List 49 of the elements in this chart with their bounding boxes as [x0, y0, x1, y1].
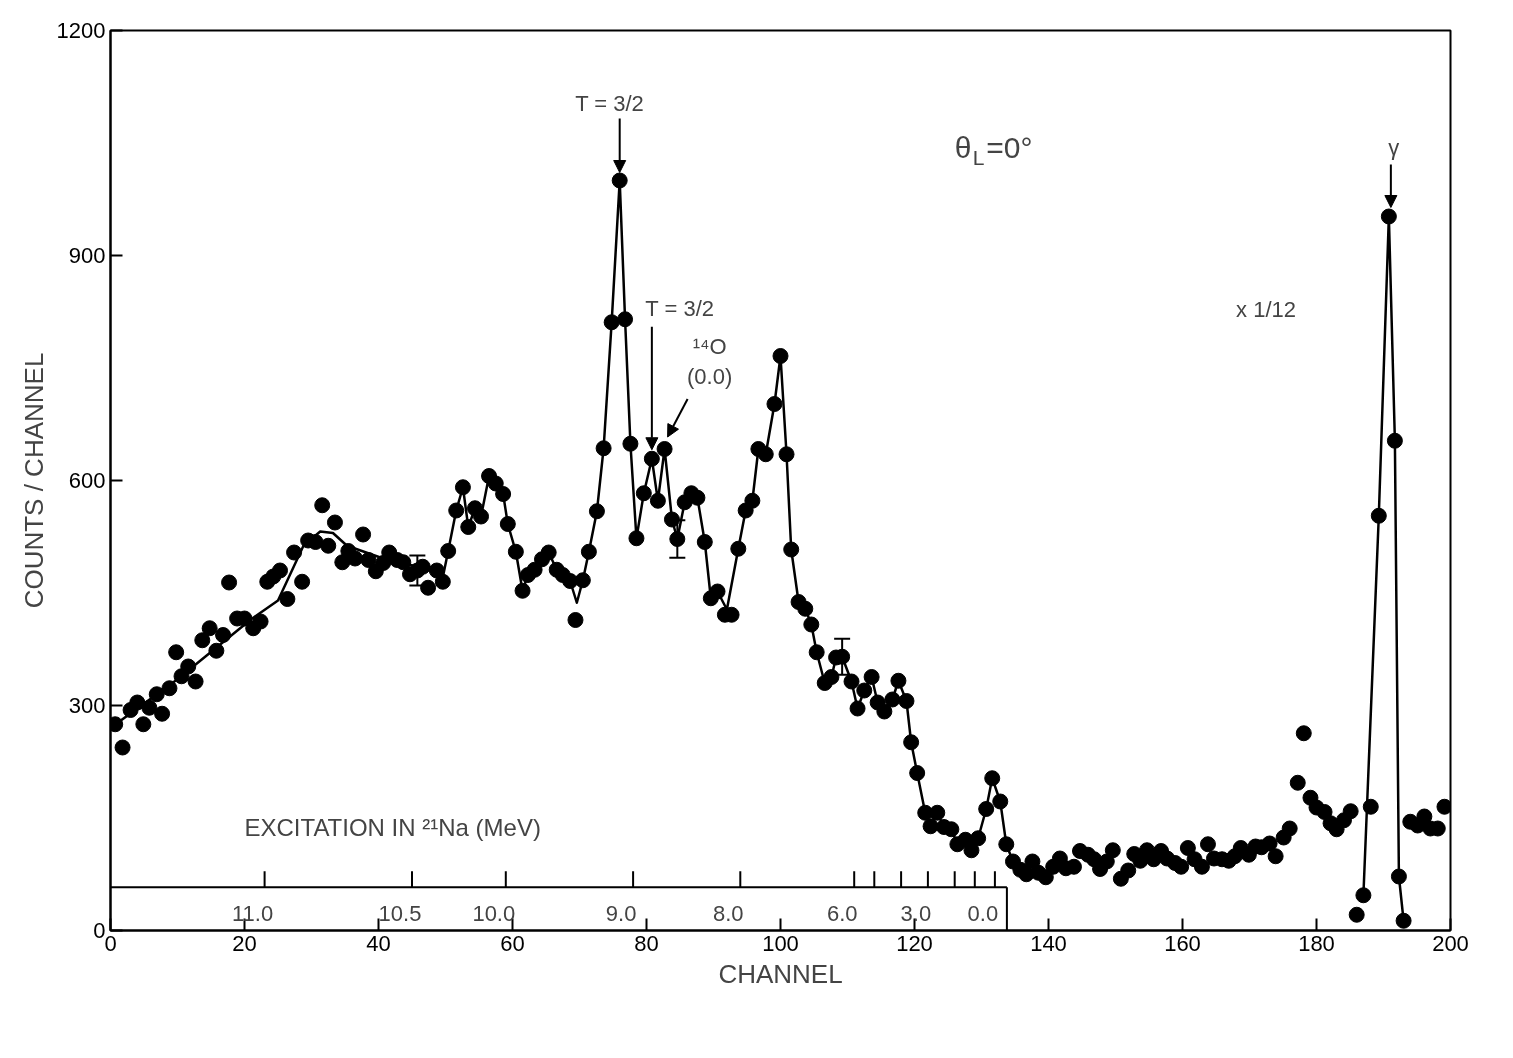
y-tick-label: 900: [68, 243, 106, 268]
x-tick-label: 180: [1298, 930, 1335, 956]
point: [221, 574, 238, 591]
annotation: 10.5: [378, 900, 422, 926]
annotation: 6.0: [826, 900, 858, 926]
x-axis-title: CHANNEL: [718, 958, 843, 989]
point: [154, 705, 171, 722]
x-tick-label: 120: [896, 930, 933, 956]
annotation: 3.0: [900, 900, 932, 926]
point: [326, 514, 343, 531]
point: [201, 620, 218, 637]
point: [347, 550, 364, 567]
annotation: T = 3/2: [575, 91, 644, 116]
x-tick-label: 40: [366, 930, 391, 956]
x-tick-label: 200: [1432, 930, 1469, 956]
x-tick-label: 20: [232, 930, 257, 956]
point: [314, 497, 331, 514]
annotation: EXCITATION IN ²¹Na (MeV): [244, 813, 541, 841]
point: [114, 739, 131, 756]
point: [168, 644, 185, 661]
annotation: 11.0: [232, 900, 274, 926]
y-tick-label: 600: [68, 468, 106, 493]
annotation: 9.0: [605, 900, 637, 926]
y-tick-label: 300: [68, 693, 106, 718]
x-tick-label: 100: [762, 930, 799, 956]
x-tick-label: 160: [1164, 930, 1201, 956]
point: [194, 632, 211, 649]
x-tick-label: 60: [500, 930, 525, 956]
point: [420, 579, 437, 596]
annotation: γ: [1388, 135, 1400, 160]
point: [187, 673, 204, 690]
point: [135, 716, 152, 733]
x-tick-label: 80: [634, 930, 659, 956]
y-tick-label: 1200: [56, 18, 106, 43]
point: [294, 573, 311, 590]
annotation: 10.0: [472, 900, 516, 926]
annotation: 0.0: [967, 900, 999, 926]
y-axis-title: COUNTS / CHANNEL: [18, 352, 49, 609]
point: [252, 613, 269, 630]
annotation: T = 3/2: [645, 296, 715, 322]
point: [279, 591, 296, 607]
point: [434, 573, 451, 590]
point: [320, 537, 337, 554]
annotation: 8.0: [713, 900, 744, 926]
point: [355, 526, 372, 543]
point: [272, 562, 289, 579]
annotation: x 1/12: [1236, 297, 1297, 322]
x-tick-label: 140: [1030, 930, 1067, 956]
annotation: ¹⁴O (0.0): [686, 333, 733, 389]
